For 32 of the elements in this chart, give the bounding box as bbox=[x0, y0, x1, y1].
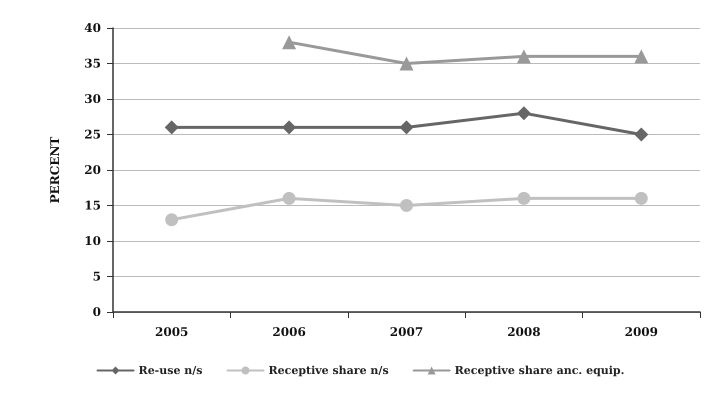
point bbox=[282, 120, 296, 134]
y-tick-label: 15 bbox=[84, 198, 101, 212]
legend-label: Receptive share anc. equip. bbox=[454, 364, 624, 377]
x-tick-label: 2006 bbox=[272, 325, 306, 339]
y-tick-label: 25 bbox=[84, 128, 101, 142]
y-tick-label: 30 bbox=[84, 92, 101, 106]
point bbox=[400, 199, 413, 212]
y-axis-title: PERCENT bbox=[48, 136, 62, 204]
point bbox=[517, 192, 530, 205]
point bbox=[400, 56, 414, 70]
x-tick-label: 2005 bbox=[154, 325, 188, 339]
x-tick-label: 2008 bbox=[507, 325, 541, 339]
y-tick-label: 10 bbox=[84, 234, 101, 248]
y-tick-label: 5 bbox=[92, 270, 101, 284]
x-tick-label: 2009 bbox=[624, 325, 658, 339]
point bbox=[165, 213, 178, 226]
point bbox=[400, 120, 414, 134]
y-tick-label: 40 bbox=[84, 21, 101, 35]
point bbox=[634, 128, 648, 142]
point bbox=[634, 49, 648, 64]
legend-label: Receptive share n/s bbox=[268, 364, 389, 377]
point bbox=[516, 49, 531, 64]
y-tick-label: 20 bbox=[84, 163, 101, 177]
point bbox=[282, 192, 296, 205]
y-tick-label: 35 bbox=[84, 56, 101, 70]
point bbox=[282, 35, 296, 50]
point bbox=[516, 106, 531, 120]
legend-label: Re-use n/s bbox=[138, 364, 202, 377]
point bbox=[634, 192, 648, 205]
x-tick-label: 2007 bbox=[390, 325, 424, 339]
y-tick-label: 0 bbox=[92, 305, 101, 319]
point bbox=[164, 120, 179, 134]
